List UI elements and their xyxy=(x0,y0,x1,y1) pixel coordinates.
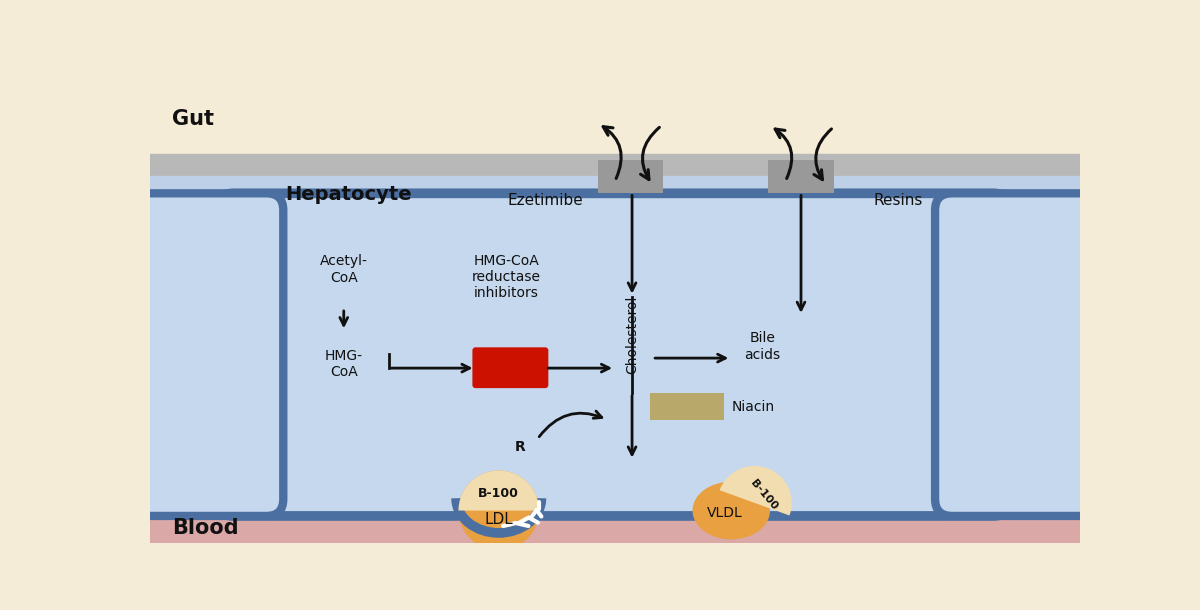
FancyBboxPatch shape xyxy=(935,193,1140,516)
FancyBboxPatch shape xyxy=(217,193,1010,516)
Text: Bile
acids: Bile acids xyxy=(744,331,780,362)
Wedge shape xyxy=(458,470,539,511)
Text: VLDL: VLDL xyxy=(707,506,743,520)
Text: Ezetimibe: Ezetimibe xyxy=(508,193,583,208)
FancyBboxPatch shape xyxy=(473,347,548,388)
Bar xyxy=(150,176,1080,516)
Text: Gut: Gut xyxy=(172,109,214,129)
FancyBboxPatch shape xyxy=(598,160,664,193)
Text: Resins: Resins xyxy=(874,193,923,208)
Text: LDL: LDL xyxy=(485,512,514,527)
Text: HMG-
CoA: HMG- CoA xyxy=(325,349,362,379)
Text: HMG-CoA
reductase
inhibitors: HMG-CoA reductase inhibitors xyxy=(472,254,541,301)
Circle shape xyxy=(458,470,539,551)
FancyBboxPatch shape xyxy=(650,393,725,420)
Ellipse shape xyxy=(692,482,770,539)
Text: Cholesterol: Cholesterol xyxy=(625,296,640,374)
Text: B-100: B-100 xyxy=(749,478,779,512)
FancyBboxPatch shape xyxy=(768,160,834,193)
Text: Niacin: Niacin xyxy=(731,400,774,414)
Text: R: R xyxy=(515,440,526,454)
Bar xyxy=(150,154,1080,176)
Text: Acetyl-
CoA: Acetyl- CoA xyxy=(320,254,367,285)
Bar xyxy=(150,516,1080,543)
Wedge shape xyxy=(720,466,792,515)
Text: Blood: Blood xyxy=(172,517,239,537)
FancyBboxPatch shape xyxy=(86,193,283,516)
Text: B-100: B-100 xyxy=(479,487,520,500)
Text: Hepatocyte: Hepatocyte xyxy=(286,185,413,204)
Bar xyxy=(150,73,1080,154)
Wedge shape xyxy=(456,498,541,540)
